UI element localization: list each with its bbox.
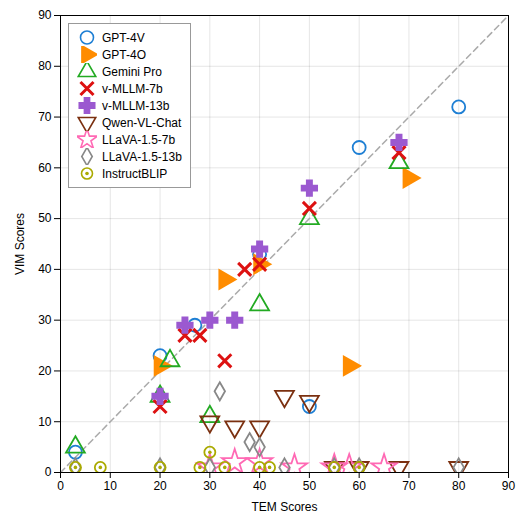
html-text:Qwen-VL-Chat: Qwen-VL-Chat xyxy=(102,115,182,130)
html-text:GPT-4O: GPT-4O xyxy=(102,47,146,62)
svg-text:40: 40 xyxy=(253,479,267,493)
svg-text:10: 10 xyxy=(104,479,118,493)
svg-text:TEM Scores: TEM Scores xyxy=(251,500,317,514)
html-text:GPT-4V: GPT-4V xyxy=(102,30,145,45)
svg-text:60: 60 xyxy=(38,161,52,175)
svg-text:50: 50 xyxy=(38,211,52,225)
html-text:Gemini Pro: Gemini Pro xyxy=(102,64,162,79)
svg-text:70: 70 xyxy=(38,110,52,124)
html-text:LLaVA-1.5-13b: LLaVA-1.5-13b xyxy=(102,149,182,164)
html-text:InstructBLIP: InstructBLIP xyxy=(102,166,168,181)
html-text:LLaVA-1.5-7b: LLaVA-1.5-7b xyxy=(102,132,176,147)
html-text:v-MLLM-13b: v-MLLM-13b xyxy=(102,98,170,113)
svg-text:90: 90 xyxy=(38,8,52,22)
svg-text:80: 80 xyxy=(452,479,466,493)
svg-text:50: 50 xyxy=(303,479,317,493)
svg-text:30: 30 xyxy=(203,479,217,493)
svg-text:20: 20 xyxy=(153,479,167,493)
svg-text:0: 0 xyxy=(45,465,52,479)
svg-text:70: 70 xyxy=(402,479,416,493)
svg-text:60: 60 xyxy=(352,479,366,493)
svg-text:80: 80 xyxy=(38,59,52,73)
svg-text:20: 20 xyxy=(38,364,52,378)
svg-text:VIM Scores: VIM Scores xyxy=(13,213,27,275)
svg-text:40: 40 xyxy=(38,262,52,276)
svg-text:30: 30 xyxy=(38,313,52,327)
svg-text:90: 90 xyxy=(502,479,516,493)
svg-text:0: 0 xyxy=(57,479,64,493)
html-text:v-MLLM-7b: v-MLLM-7b xyxy=(102,81,163,96)
svg-text:10: 10 xyxy=(38,415,52,429)
